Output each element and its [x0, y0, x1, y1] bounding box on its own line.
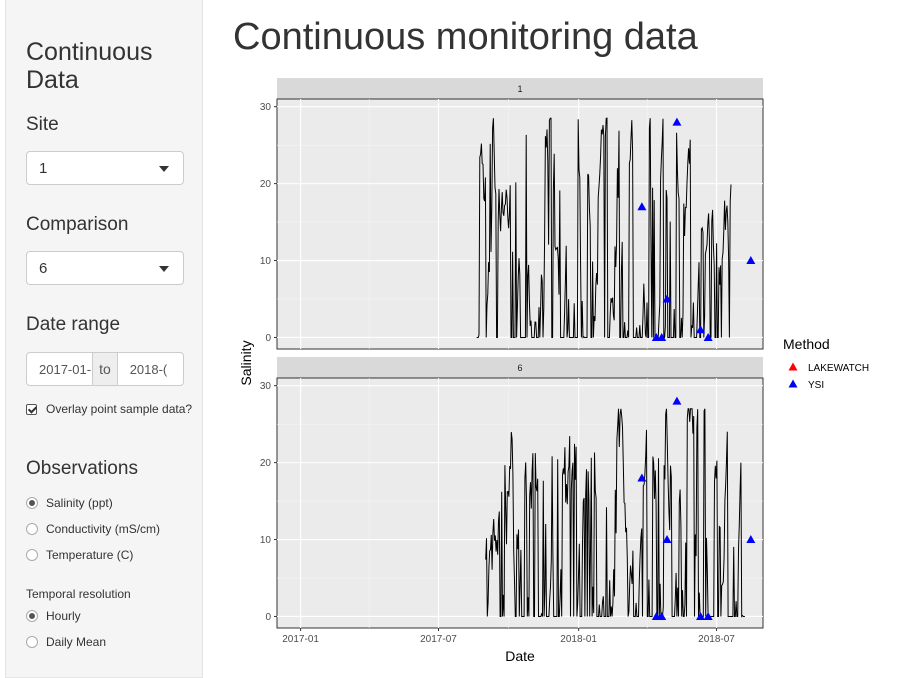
sample-point-triangle — [696, 611, 706, 620]
sample-point-triangle — [657, 332, 667, 341]
page-title: Continuous monitoring data — [233, 16, 698, 58]
x-tick-label: 2018-07 — [698, 634, 735, 645]
radio-label: Hourly — [46, 609, 81, 623]
caret-down-icon — [159, 166, 169, 172]
radio-button[interactable] — [26, 497, 38, 509]
sample-point-triangle — [696, 325, 706, 334]
y-tick-label: 10 — [260, 256, 272, 267]
legend-key-triangle — [788, 362, 798, 371]
y-tick-label: 10 — [260, 535, 272, 546]
legend-key-triangle — [788, 379, 798, 388]
radio-button[interactable] — [26, 549, 38, 561]
date-range-input: 2017-01- to 2018-( — [26, 352, 185, 386]
overlay-checkbox-row[interactable]: Overlay point sample data? — [26, 401, 196, 417]
observations-label: Observations — [26, 458, 138, 479]
radio-label: Temperature (C) — [46, 548, 134, 562]
radio-button[interactable] — [26, 636, 38, 648]
temporal-resolution-label: Temporal resolution — [26, 587, 131, 601]
sample-point-triangle — [672, 396, 682, 405]
sample-point-triangle — [657, 611, 667, 620]
sample-point-triangle — [662, 535, 672, 544]
facet-strip — [277, 357, 763, 378]
sidebar-title: Continuous Data — [26, 38, 153, 94]
facet-strip-label: 6 — [517, 363, 522, 373]
sample-point-triangle — [746, 256, 756, 265]
legend-title: Method — [783, 336, 830, 352]
sample-point-triangle — [662, 294, 672, 303]
y-axis-title: Salinity — [238, 340, 254, 385]
x-tick-label: 2017-01 — [282, 634, 319, 645]
radio-temperature[interactable]: Temperature (C) — [26, 548, 133, 562]
sample-point-triangle — [703, 611, 713, 620]
facet-strip — [277, 78, 763, 99]
date-end-input[interactable]: 2018-( — [116, 352, 185, 386]
x-tick-label: 2018-01 — [560, 634, 597, 645]
sample-point-triangle — [637, 473, 647, 482]
y-tick-label: 20 — [260, 458, 272, 469]
radio-button[interactable] — [26, 610, 38, 622]
radio-label: Conductivity (mS/cm) — [46, 522, 161, 536]
legend-entry-label: LAKEWATCH — [808, 363, 869, 374]
site-select[interactable]: 1 — [26, 151, 184, 185]
sidebar-panel: Continuous Data Site 1 Comparison 6 Date… — [5, 0, 203, 678]
sample-point-triangle — [637, 202, 647, 211]
radio-daily-mean[interactable]: Daily Mean — [26, 635, 106, 649]
series-line-1 — [476, 117, 732, 339]
radio-hourly[interactable]: Hourly — [26, 609, 81, 623]
comparison-select[interactable]: 6 — [26, 251, 184, 285]
y-tick-label: 0 — [265, 333, 271, 344]
y-tick-label: 20 — [260, 179, 272, 190]
x-tick-label: 2017-07 — [420, 634, 457, 645]
sample-point-triangle — [746, 535, 756, 544]
site-label: Site — [26, 114, 59, 135]
sample-point-triangle — [703, 332, 713, 341]
radio-label: Salinity (ppt) — [46, 496, 113, 510]
y-tick-label: 30 — [260, 381, 272, 392]
sample-point-triangle — [672, 117, 682, 126]
radio-salinity[interactable]: Salinity (ppt) — [26, 496, 113, 510]
overlay-checkbox-label: Overlay point sample data? — [46, 402, 193, 416]
date-start-input[interactable]: 2017-01- — [26, 352, 94, 386]
date-range-label: Date range — [26, 314, 121, 335]
date-range-separator: to — [93, 352, 117, 386]
comparison-label: Comparison — [26, 214, 129, 235]
overlay-checkbox[interactable] — [26, 404, 37, 415]
legend-entry-label: YSI — [808, 380, 824, 391]
facet-strip-label: 1 — [517, 84, 522, 94]
y-tick-label: 30 — [260, 102, 272, 113]
site-select-value: 1 — [39, 160, 48, 177]
caret-down-icon — [159, 266, 169, 272]
radio-button[interactable] — [26, 523, 38, 535]
comparison-select-value: 6 — [39, 260, 48, 277]
radio-label: Daily Mean — [46, 635, 107, 649]
radio-conductivity[interactable]: Conductivity (mS/cm) — [26, 522, 160, 536]
x-axis-title: Date — [505, 648, 535, 664]
y-tick-label: 0 — [265, 612, 271, 623]
